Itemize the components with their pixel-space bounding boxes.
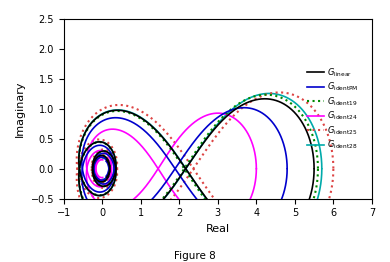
Legend: $G_{\rm linear}$, $G_{\rm identPM}$, $G_{\rm ident19}$, $G_{\rm ident24}$, $G_{\: $G_{\rm linear}$, $G_{\rm identPM}$, $G_… — [304, 63, 362, 155]
Y-axis label: Imaginary: Imaginary — [15, 80, 25, 137]
Text: Figure 8: Figure 8 — [174, 251, 216, 261]
X-axis label: Real: Real — [206, 224, 230, 234]
